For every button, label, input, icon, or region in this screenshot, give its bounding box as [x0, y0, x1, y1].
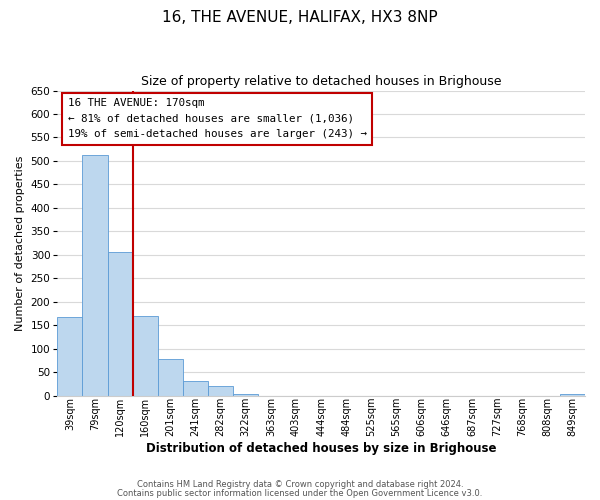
Bar [560, 394, 585, 396]
Bar [82, 156, 107, 396]
Bar [233, 394, 258, 396]
Bar [107, 252, 133, 396]
Bar [208, 386, 233, 396]
Text: Contains HM Land Registry data © Crown copyright and database right 2024.: Contains HM Land Registry data © Crown c… [137, 480, 463, 489]
Title: Size of property relative to detached houses in Brighouse: Size of property relative to detached ho… [141, 75, 502, 88]
Y-axis label: Number of detached properties: Number of detached properties [15, 156, 25, 330]
X-axis label: Distribution of detached houses by size in Brighouse: Distribution of detached houses by size … [146, 442, 496, 455]
Text: Contains public sector information licensed under the Open Government Licence v3: Contains public sector information licen… [118, 488, 482, 498]
Bar [57, 317, 82, 396]
Text: 16, THE AVENUE, HALIFAX, HX3 8NP: 16, THE AVENUE, HALIFAX, HX3 8NP [162, 10, 438, 25]
Bar [183, 380, 208, 396]
Text: 16 THE AVENUE: 170sqm
← 81% of detached houses are smaller (1,036)
19% of semi-d: 16 THE AVENUE: 170sqm ← 81% of detached … [68, 98, 367, 140]
Bar [133, 316, 158, 396]
Bar [158, 359, 183, 396]
